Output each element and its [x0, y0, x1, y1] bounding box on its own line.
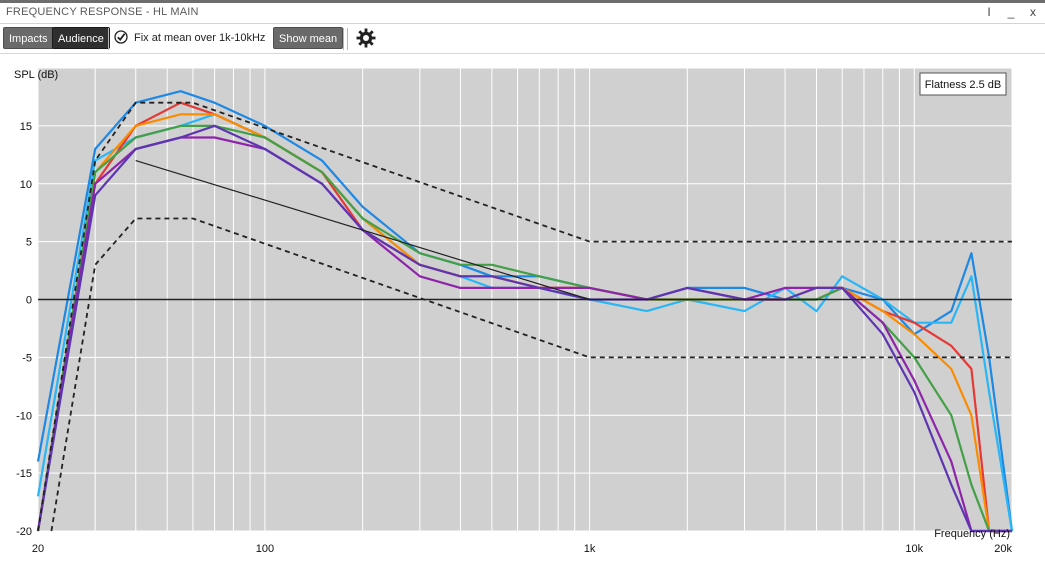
toolbar-divider: [347, 28, 348, 50]
frequency-response-chart: 15 10 5 0 -5 -10 -15 -20 20 100 1k 10k 20k SPL (dB) …: [0, 55, 1045, 557]
y-axis-label: SPL (dB): [14, 69, 58, 81]
y-tick-label: -5: [22, 352, 32, 364]
toolbar: Impacts Audience Fix at mean over 1k-10k…: [0, 24, 1045, 54]
response-trace: [36, 136, 1012, 533]
x-tick-label: 20k: [994, 543, 1012, 555]
y-tick-label: 10: [20, 179, 32, 191]
target-curve: [135, 160, 590, 301]
audience-button[interactable]: Audience: [52, 27, 110, 49]
y-tick-label: -10: [16, 410, 32, 422]
flatness-annotation: Flatness 2.5 dB: [925, 79, 1001, 91]
title-bar: FREQUENCY RESPONSE - HL MAIN I _ x: [0, 0, 1045, 24]
x-tick-label: 10k: [905, 543, 923, 555]
pin-button[interactable]: I: [987, 5, 991, 19]
minimize-button[interactable]: _: [1007, 5, 1015, 19]
tolerance-upper: [37, 101, 1012, 532]
window-title: FREQUENCY RESPONSE - HL MAIN: [6, 6, 199, 18]
y-tick-label: 15: [20, 121, 32, 133]
toolbar-divider: [108, 28, 109, 50]
gear-icon[interactable]: [355, 27, 377, 49]
y-tick-label: 0: [26, 295, 32, 307]
y-tick-label: -20: [16, 526, 32, 538]
y-tick-label: -15: [16, 468, 32, 480]
flatness-box: Flatness 2.5 dB: [919, 72, 1007, 96]
show-mean-button[interactable]: Show mean: [273, 27, 344, 49]
y-tick-label: 5: [26, 237, 32, 249]
x-tick-label: 20: [32, 543, 44, 555]
toolbar-divider: [343, 28, 344, 50]
window-controls: I _ x: [983, 5, 1039, 19]
impacts-button[interactable]: Impacts: [3, 27, 54, 49]
x-tick-label: 100: [256, 543, 274, 555]
close-button[interactable]: x: [1030, 5, 1036, 19]
x-axis-label: Frequency (Hz): [934, 528, 1010, 540]
x-tick-label: 1k: [584, 543, 596, 555]
fix-at-mean-label: Fix at mean over 1k-10kHz: [134, 32, 266, 44]
checkmark-icon[interactable]: [114, 30, 128, 44]
